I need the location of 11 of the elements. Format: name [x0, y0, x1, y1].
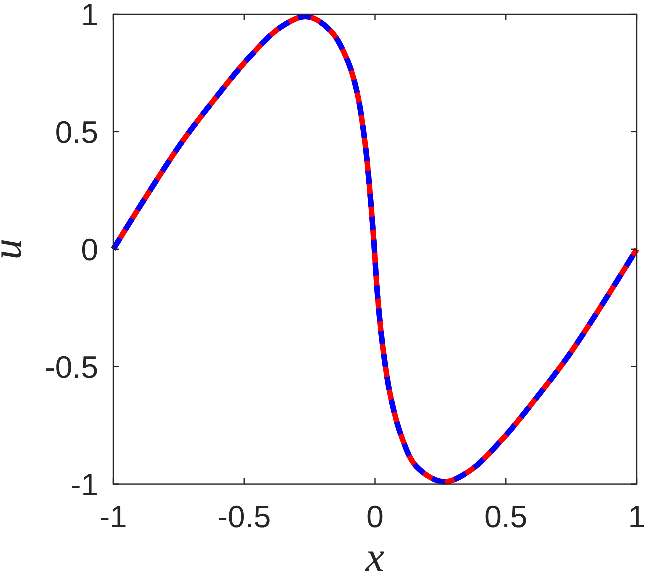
y-tick-label: 0.5: [55, 114, 98, 150]
y-tick-label: 0: [81, 232, 98, 268]
x-tick-label: 1: [628, 499, 646, 534]
x-tick-label: -0.5: [218, 499, 272, 534]
x-tick-label: 0.5: [484, 499, 528, 534]
y-tick-label: -0.5: [45, 350, 98, 385]
y-tick-label: 1: [81, 0, 98, 32]
x-axis-title: x: [364, 535, 385, 573]
y-axis-title: u: [0, 238, 31, 260]
x-tick-label: 0: [366, 499, 384, 534]
y-tick-label: -1: [70, 467, 98, 502]
